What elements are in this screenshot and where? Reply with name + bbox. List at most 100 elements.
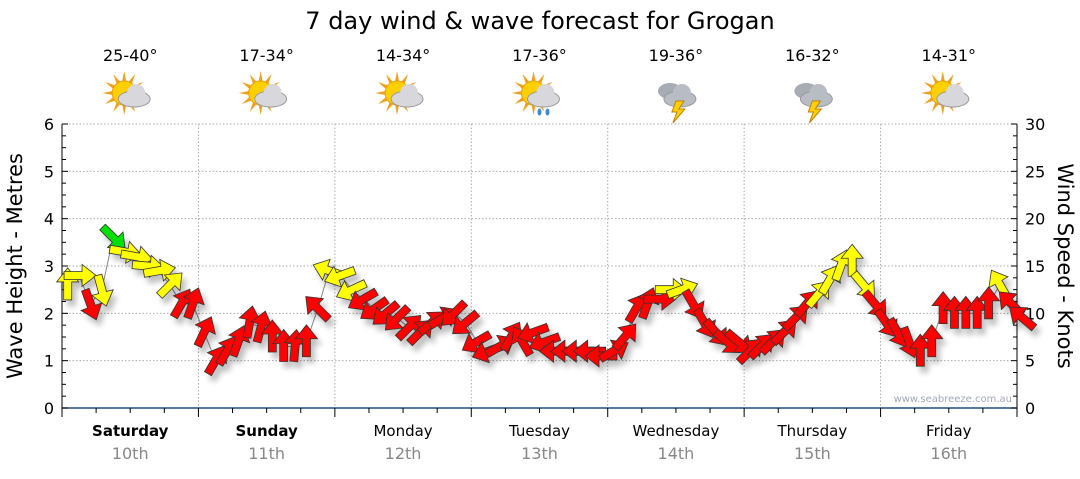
wind-arrow xyxy=(976,286,1001,320)
cloud-part xyxy=(672,84,691,102)
day-temperature: 19-36° xyxy=(649,46,704,65)
y-tick-label-right: 15 xyxy=(1025,257,1045,276)
wind-arrow-group xyxy=(55,223,1038,377)
wind-arrow xyxy=(735,338,763,366)
day-name: Wednesday xyxy=(633,422,720,440)
cloud-part xyxy=(536,84,555,102)
sun-ray xyxy=(920,90,933,96)
watermark: www.seabreeze.com.au xyxy=(894,394,1012,405)
day-saturday: 25-40° Saturday 10th xyxy=(92,46,169,463)
cloud-part xyxy=(945,84,964,102)
day-date: 15th xyxy=(794,444,831,463)
y-axis-label-left: Wave Height - Metres xyxy=(3,153,27,379)
day-date: 14th xyxy=(658,444,695,463)
cloud-icon xyxy=(936,84,970,108)
wind-arrow xyxy=(294,324,319,358)
raindrop-icon xyxy=(537,108,542,116)
y-tick-label-right: 5 xyxy=(1025,352,1035,371)
sun-ray xyxy=(940,71,945,83)
sun-ray xyxy=(375,90,387,96)
wind-arrow xyxy=(919,324,944,358)
y-tick-label-left: 4 xyxy=(44,210,54,229)
day-date: 10th xyxy=(112,444,149,463)
day-temperature: 25-40° xyxy=(103,46,158,65)
day-date: 12th xyxy=(385,444,422,463)
day-tuesday: 17-36° Tuesday 13th xyxy=(508,46,570,463)
sun-ray xyxy=(531,103,536,115)
cloud-part xyxy=(263,84,282,102)
raindrop-icon xyxy=(545,108,550,116)
day-name: Tuesday xyxy=(508,422,570,440)
wind-arrow xyxy=(99,223,126,251)
wind-arrow xyxy=(156,272,183,299)
wind-arrow xyxy=(1009,306,1038,332)
sun-ray xyxy=(394,103,400,115)
day-name: Saturday xyxy=(92,422,169,440)
y-tick-label-left: 3 xyxy=(44,257,54,276)
cloud-icon xyxy=(117,84,151,108)
wind-arrow xyxy=(193,316,216,349)
lightning-icon xyxy=(807,100,823,124)
lightning-icon xyxy=(671,100,687,124)
day-thursday: 16-32° Thursday 15th xyxy=(776,46,847,463)
wind-arrow xyxy=(611,323,637,352)
wind-arrows xyxy=(55,223,1038,377)
wind-arrow xyxy=(63,263,97,288)
day-wednesday: 19-36° Wednesday 14th xyxy=(633,46,720,463)
day-friday: 14-31° Friday 16th xyxy=(920,46,977,463)
wind-arrow xyxy=(91,273,114,307)
cloud-icon xyxy=(390,84,424,108)
partly-cloudy-icon xyxy=(102,71,151,115)
day-name: Thursday xyxy=(776,422,847,440)
y-tick-label-left: 2 xyxy=(44,304,54,323)
day-monday: 14-34° Monday 12th xyxy=(373,46,432,463)
y-tick-label-right: 30 xyxy=(1025,115,1045,134)
wind-arrow xyxy=(182,287,205,320)
day-name: Monday xyxy=(373,422,432,440)
y-tick-label-right: 20 xyxy=(1025,210,1045,229)
sun-ray xyxy=(122,71,127,83)
sun-ray xyxy=(531,71,536,83)
day-date: 16th xyxy=(930,444,967,463)
y-axis-label-right: Wind Speed - Knots xyxy=(1053,163,1077,368)
partly-cloudy-icon xyxy=(920,71,970,115)
partly-cloudy-icon xyxy=(375,71,424,115)
showers-icon xyxy=(511,71,560,116)
cloud-icon xyxy=(657,83,697,124)
y-tick-label-left: 1 xyxy=(44,352,54,371)
cloud-icon xyxy=(254,84,288,108)
y-tick-label-right: 25 xyxy=(1025,162,1045,181)
sun-ray xyxy=(258,71,263,83)
sun-ray xyxy=(258,103,263,115)
thunderstorm-icon xyxy=(657,83,697,124)
cloud-icon xyxy=(527,84,560,116)
partly-cloudy-icon xyxy=(238,71,288,115)
day-temperature: 17-34° xyxy=(239,46,294,65)
day-name: Friday xyxy=(926,422,972,440)
gridlines xyxy=(62,123,1017,408)
y-tick-label-left: 5 xyxy=(44,162,54,181)
wind-arrow xyxy=(305,296,332,323)
cloud-part xyxy=(400,84,419,102)
sun-ray xyxy=(511,90,523,96)
y-tick-label-left: 6 xyxy=(44,115,54,134)
sun-ray xyxy=(122,103,127,115)
day-temperature: 17-36° xyxy=(512,46,567,65)
wind-arrow xyxy=(723,328,752,354)
day-temperature: 14-34° xyxy=(376,46,431,65)
cloud-part xyxy=(809,84,828,102)
day-temperature: 14-31° xyxy=(922,46,977,65)
wind-arrow xyxy=(80,287,103,321)
thunderstorm-icon xyxy=(794,83,833,124)
day-temperature: 16-32° xyxy=(785,46,840,65)
day-sunday: 17-34° Sunday 11th xyxy=(235,46,298,463)
cloud-icon xyxy=(794,83,833,124)
sun-ray xyxy=(940,103,945,115)
wind-arrow xyxy=(747,333,774,361)
chart-title: 7 day wind & wave forecast for Grogan xyxy=(305,7,774,35)
cloud-part xyxy=(127,84,146,102)
y-tick-label-left: 0 xyxy=(44,399,54,418)
sun-ray xyxy=(238,90,250,96)
